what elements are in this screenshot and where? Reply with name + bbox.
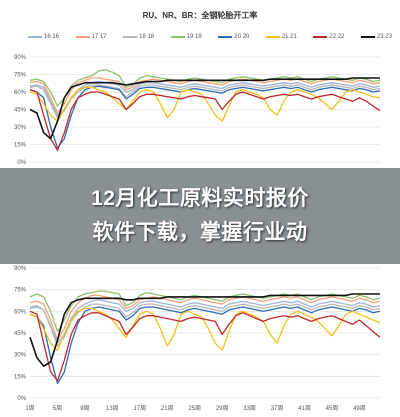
banner-title-line-1: 12月化工原料实时报价	[91, 187, 309, 210]
y-tick-label: 45%	[14, 331, 27, 337]
y-tick-label: 75%	[14, 288, 27, 294]
legend-item: 17 17	[75, 34, 107, 40]
legend-item: 23 23	[360, 34, 392, 40]
y-tick-label: 90%	[14, 266, 27, 272]
series-line	[29, 80, 381, 116]
legend-label: 17 17	[91, 34, 107, 40]
legend-swatch	[218, 36, 233, 38]
series-line	[29, 85, 381, 149]
y-tick-label: 30%	[14, 353, 27, 359]
x-tick-label: 9周	[80, 405, 89, 412]
legend-swatch	[75, 36, 90, 38]
legend-label: 19 19	[186, 34, 202, 40]
x-tick-label: 17周	[133, 405, 146, 412]
x-tick-label: 25周	[188, 405, 201, 412]
series-line	[29, 293, 380, 367]
legend-item: 22 22	[313, 34, 344, 40]
chart-legend: 16 16 17 17 18 18 19 19 20 20 21 21 22 22 23 23	[28, 34, 392, 40]
chart-title: RU、NR、BR：全钢轮胎开工率	[142, 11, 258, 20]
series-line	[29, 77, 380, 140]
series-line	[29, 310, 381, 382]
x-tick-label: 45周	[326, 405, 339, 412]
y-tick-label: 30%	[14, 125, 27, 131]
legend-item: 18 18	[123, 34, 154, 40]
series-line	[29, 294, 381, 341]
series-line	[29, 299, 381, 344]
legend-item: 16 16	[28, 34, 59, 40]
legend-swatch	[360, 36, 375, 38]
bottom-chart-panel: 0% 15% 30% 45% 60% 75% 90% 1周 5周 9周 13周 17周 21周 25周 29…	[0, 250, 400, 417]
x-tick-label: 5周	[53, 405, 62, 412]
legend-swatch	[28, 36, 42, 38]
legend-item: 20 20	[218, 34, 249, 40]
banner-title-line-2: 软件下载，掌握行业动	[92, 221, 308, 244]
legend-label: 22 22	[329, 34, 345, 40]
x-tick-label: 33周	[243, 405, 256, 412]
x-tick-label: 29周	[216, 405, 229, 412]
series-line	[29, 307, 381, 351]
y-tick-label: 60%	[14, 90, 27, 96]
y-tick-label: 45%	[14, 108, 27, 114]
y-tick-label: 90%	[14, 55, 27, 61]
series-line	[29, 84, 381, 119]
legend-item: 21 21	[265, 34, 297, 40]
x-tick-label: 1周	[25, 405, 34, 412]
legend-label: 20 20	[234, 34, 250, 40]
x-tick-label: 37周	[271, 405, 284, 412]
top-line-chart: 0% 15% 30% 45% 60% 75% 90%	[14, 55, 381, 166]
x-tick-label: 13周	[106, 405, 119, 412]
y-tick-label: 15%	[14, 143, 27, 149]
article-title-banner[interactable]: 12月化工原料实时报价 软件下载，掌握行业动	[0, 168, 400, 264]
series-line	[29, 86, 381, 122]
series-line	[29, 89, 381, 151]
x-tick-label: 21周	[161, 405, 174, 412]
series-line	[29, 303, 381, 347]
y-tick-label: 60%	[14, 309, 27, 315]
x-tick-label: 49周	[353, 405, 366, 412]
series-line	[29, 306, 381, 385]
legend-swatch	[170, 36, 185, 38]
legend-swatch	[313, 36, 328, 38]
legend-label: 18 18	[139, 34, 155, 40]
legend-swatch	[265, 36, 280, 38]
legend-label: 16 16	[44, 34, 60, 40]
y-tick-label: 0%	[17, 396, 26, 402]
y-tick-label: 15%	[14, 374, 27, 380]
x-tick-label: 41周	[298, 405, 311, 412]
series-line	[29, 77, 381, 114]
legend-label: 23 23	[376, 34, 392, 40]
bottom-line-chart: 0% 15% 30% 45% 60% 75% 90% 1周 5周 9周 13周 17周 21周 25周 29…	[14, 266, 381, 412]
y-tick-label: 75%	[14, 73, 27, 79]
legend-swatch	[123, 36, 138, 38]
top-chart-panel: RU、NR、BR：全钢轮胎开工率 16 16 17 17 18 18 19 19 20 …	[0, 0, 400, 168]
legend-item: 19 19	[170, 34, 202, 40]
legend-label: 21 21	[281, 34, 297, 40]
y-tick-label: 0%	[17, 160, 26, 166]
